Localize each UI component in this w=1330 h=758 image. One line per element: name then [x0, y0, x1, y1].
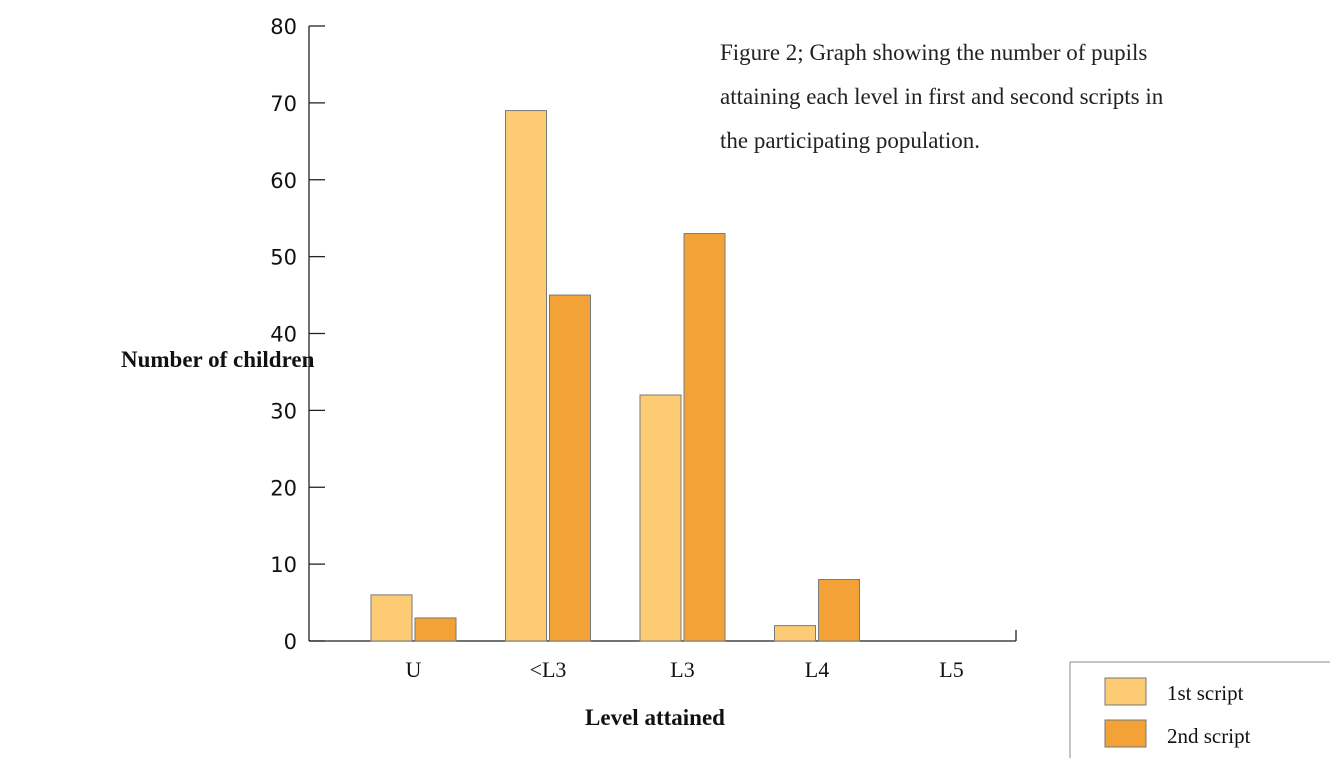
bars-group [370, 110, 860, 642]
legend-label-2nd-script: 2nd script [1167, 724, 1251, 748]
bar-first-script [639, 394, 682, 642]
x-tick-label: L4 [805, 657, 829, 682]
y-axis-ticks: 0 10 20 30 40 50 60 70 80 [270, 15, 325, 654]
y-axis-title: Number of children [121, 347, 315, 372]
y-tick-label: 50 [270, 246, 297, 270]
y-tick-label: 10 [270, 553, 297, 577]
caption-line-3: the participating population. [720, 128, 980, 153]
x-axis-title: Level attained [585, 705, 725, 730]
x-tick-label: <L3 [530, 657, 567, 682]
y-tick-label: 60 [270, 169, 297, 193]
x-tick-label: U [406, 657, 422, 682]
legend-swatch-2nd-script [1104, 719, 1147, 748]
legend: 1st script 2nd script [1069, 661, 1330, 758]
bar-first-script [774, 625, 816, 642]
y-tick-label: 80 [270, 15, 297, 39]
bar-second-script [414, 617, 457, 642]
bar-second-script [818, 579, 860, 642]
bar-second-script [683, 233, 726, 642]
bar-first-script [370, 594, 413, 642]
legend-swatch-1st-script [1104, 677, 1147, 706]
x-axis-labels: U <L3 L3 L4 L5 [406, 657, 964, 682]
caption-line-1: Figure 2; Graph showing the number of pu… [720, 40, 1147, 65]
x-tick-label: L3 [670, 657, 694, 682]
y-tick-label: 30 [270, 399, 297, 423]
caption-line-2: attaining each level in first and second… [720, 84, 1164, 109]
legend-label-1st-script: 1st script [1167, 681, 1244, 705]
bar-first-script [505, 110, 547, 642]
bar-second-script [549, 294, 591, 642]
y-tick-label: 0 [284, 630, 297, 654]
x-tick-label: L5 [939, 657, 963, 682]
y-tick-label: 70 [270, 92, 297, 116]
y-tick-label: 40 [270, 323, 297, 347]
y-tick-label: 20 [270, 476, 297, 500]
